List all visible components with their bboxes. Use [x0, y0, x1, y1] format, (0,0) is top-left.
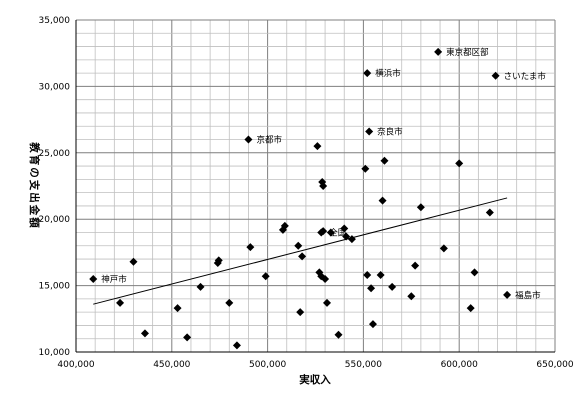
- data-point: [183, 333, 192, 342]
- data-point: [388, 282, 397, 291]
- x-tick-label: 500,000: [249, 360, 286, 370]
- data-point: [140, 329, 149, 338]
- y-tick-label: 30,000: [39, 82, 71, 92]
- point-label: 奈良市: [377, 127, 403, 138]
- data-point: [173, 304, 182, 313]
- data-point: [280, 221, 289, 230]
- y-tick-label: 20,000: [39, 215, 71, 225]
- y-tick-label: 10,000: [39, 348, 71, 358]
- trendline-layer: [93, 197, 508, 305]
- y-tick-label: 15,000: [39, 282, 71, 292]
- x-tick-label: 650,000: [536, 360, 573, 370]
- trendline: [93, 197, 508, 305]
- data-point: [367, 284, 376, 293]
- data-point: [340, 224, 349, 233]
- data-point: [129, 257, 138, 266]
- data-point: [326, 228, 335, 237]
- data-point: [298, 252, 307, 261]
- point-label: 東京都区部: [446, 47, 489, 58]
- data-point: [380, 156, 389, 165]
- data-point: [89, 274, 98, 283]
- data-point: [116, 298, 125, 307]
- data-point: [196, 282, 205, 291]
- point-label: 神戸市: [101, 274, 127, 285]
- point-label: 全国: [329, 227, 346, 238]
- data-point: [407, 292, 416, 301]
- y-tick-label: 25,000: [39, 149, 71, 159]
- data-point: [485, 208, 494, 217]
- x-tick-label: 550,000: [345, 360, 382, 370]
- data-point: [365, 127, 374, 136]
- data-point: [416, 203, 425, 212]
- data-point: [322, 298, 331, 307]
- data-point: [439, 244, 448, 253]
- point-label: 福島市: [515, 290, 541, 301]
- x-tick-label: 400,000: [57, 360, 94, 370]
- data-point: [319, 227, 328, 236]
- data-point: [232, 341, 241, 350]
- data-point: [261, 272, 270, 281]
- tick-labels: 400,000 450,000 500,000 550,000 600,000 650,0…: [39, 16, 573, 370]
- y-axis-title: 教育の支出金額: [28, 141, 41, 230]
- data-point: [334, 330, 343, 339]
- x-tick-label: 600,000: [441, 360, 478, 370]
- data-point: [313, 142, 322, 151]
- data-point: [296, 308, 305, 317]
- data-point: [342, 232, 351, 241]
- data-point: [470, 268, 479, 277]
- data-point: [225, 298, 234, 307]
- data-point: [361, 164, 370, 173]
- x-tick-label: 450,000: [153, 360, 190, 370]
- data-point: [455, 159, 464, 168]
- data-point: [503, 290, 512, 299]
- x-axis-title: 実収入: [299, 373, 331, 386]
- data-point: [378, 196, 387, 205]
- data-point: [321, 274, 330, 283]
- data-point: [214, 256, 223, 265]
- data-point: [363, 69, 372, 78]
- point-label: 京都市: [256, 135, 282, 146]
- data-point: [491, 71, 500, 80]
- data-point: [466, 304, 475, 313]
- data-point: [434, 47, 443, 56]
- data-point: [244, 135, 253, 144]
- point-label: さいたま市: [504, 71, 547, 82]
- data-point: [319, 182, 328, 190]
- data-point: [294, 241, 303, 250]
- data-point: [368, 320, 377, 329]
- data-point: [376, 270, 385, 279]
- data-point: [363, 270, 372, 279]
- data-point: [411, 261, 420, 270]
- data-point: [347, 235, 356, 244]
- data-point: [246, 243, 255, 252]
- plot-area: [76, 20, 555, 352]
- y-tick-label: 35,000: [39, 16, 71, 26]
- point-label: 横浜市: [375, 68, 401, 79]
